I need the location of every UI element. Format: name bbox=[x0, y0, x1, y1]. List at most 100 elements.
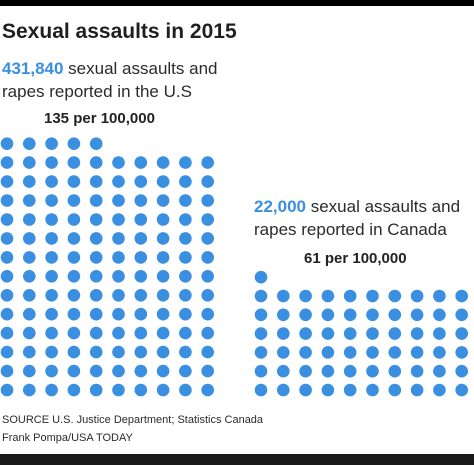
us-dot-58 bbox=[156, 289, 170, 302]
us-dot-13 bbox=[45, 364, 58, 378]
canada-dot-34 bbox=[321, 327, 335, 340]
us-dot-85 bbox=[89, 232, 103, 245]
us-dot-71 bbox=[0, 251, 14, 264]
us-dot-62 bbox=[23, 270, 36, 283]
us-dot-7 bbox=[134, 383, 148, 397]
us-description-line1: sexual assaults and bbox=[63, 59, 218, 78]
us-dot-2 bbox=[23, 383, 36, 397]
us-dot-114 bbox=[67, 175, 81, 188]
us-dot-107 bbox=[134, 194, 148, 207]
us-dot-128 bbox=[156, 156, 170, 169]
us-dot-3 bbox=[45, 383, 58, 397]
us-dot-10 bbox=[201, 383, 214, 397]
canada-dot-4 bbox=[321, 383, 335, 397]
us-dot-12 bbox=[23, 364, 36, 378]
canada-dot-16 bbox=[366, 364, 379, 378]
us-dot-87 bbox=[134, 232, 148, 245]
bottom-bar bbox=[0, 454, 474, 465]
canada-dot-1 bbox=[254, 383, 268, 397]
us-dot-59 bbox=[179, 289, 192, 302]
us-dot-129 bbox=[179, 156, 192, 169]
us-number: 431,840 bbox=[2, 59, 64, 78]
us-dot-55 bbox=[89, 289, 103, 302]
us-dot-94 bbox=[67, 213, 81, 226]
canada-description-line2: rapes reported in Canada bbox=[254, 220, 447, 239]
us-dot-105 bbox=[89, 194, 103, 207]
canada-dot-44 bbox=[321, 308, 335, 322]
us-dot-96 bbox=[112, 213, 125, 226]
us-dot-120 bbox=[201, 175, 214, 188]
us-dot-82 bbox=[23, 232, 36, 245]
canada-dot-59 bbox=[433, 289, 446, 303]
us-dot-112 bbox=[23, 175, 36, 188]
canada-dot-36 bbox=[366, 327, 379, 340]
us-dot-66 bbox=[112, 270, 125, 283]
us-dot-90 bbox=[201, 232, 214, 245]
canada-dot-27 bbox=[388, 346, 402, 359]
us-dot-113 bbox=[45, 175, 58, 188]
us-dot-73 bbox=[45, 251, 58, 264]
us-dot-20 bbox=[201, 364, 214, 378]
canada-dot-51 bbox=[254, 289, 268, 303]
us-dot-57 bbox=[134, 289, 148, 302]
us-dot-95 bbox=[89, 213, 103, 226]
us-dot-19 bbox=[179, 364, 192, 378]
us-dot-39 bbox=[179, 326, 192, 340]
us-dot-21 bbox=[0, 345, 14, 359]
canada-dot-7 bbox=[388, 383, 402, 397]
canada-dot-58 bbox=[410, 289, 424, 303]
us-description-line2: rapes reported in the U.S bbox=[2, 82, 192, 101]
us-dot-84 bbox=[67, 232, 81, 245]
canada-dot-26 bbox=[366, 346, 379, 359]
us-dot-29 bbox=[179, 345, 192, 359]
canada-dot-39 bbox=[433, 327, 446, 340]
us-dot-31 bbox=[0, 326, 14, 340]
us-dot-93 bbox=[45, 213, 58, 226]
canada-dot-3 bbox=[299, 383, 312, 397]
canada-dot-48 bbox=[410, 308, 424, 322]
us-dot-22 bbox=[23, 345, 36, 359]
us-dot-35 bbox=[89, 326, 103, 340]
us-dot-132 bbox=[23, 137, 36, 150]
canada-rate-label: 61 per 100,000 bbox=[304, 250, 407, 267]
canada-dot-60 bbox=[455, 289, 469, 303]
us-dot-group bbox=[0, 137, 214, 397]
us-dot-45 bbox=[89, 307, 103, 321]
us-dot-54 bbox=[67, 289, 81, 302]
us-dot-46 bbox=[112, 307, 125, 321]
us-dot-135 bbox=[89, 137, 103, 150]
canada-number: 22,000 bbox=[254, 197, 306, 216]
us-dot-108 bbox=[156, 194, 170, 207]
us-dot-78 bbox=[156, 251, 170, 264]
us-dot-60 bbox=[201, 289, 214, 302]
canada-dot-49 bbox=[433, 308, 446, 322]
canada-dot-11 bbox=[254, 364, 268, 378]
us-dot-127 bbox=[134, 156, 148, 169]
canada-dot-38 bbox=[410, 327, 424, 340]
canada-dot-57 bbox=[388, 289, 402, 303]
us-dot-131 bbox=[0, 137, 14, 150]
us-dot-115 bbox=[89, 175, 103, 188]
us-dot-126 bbox=[112, 156, 125, 169]
us-dot-89 bbox=[179, 232, 192, 245]
canada-dot-41 bbox=[254, 308, 268, 322]
us-dot-32 bbox=[23, 326, 36, 340]
canada-dot-33 bbox=[299, 327, 312, 340]
us-dot-11 bbox=[0, 364, 14, 378]
us-dot-79 bbox=[179, 251, 192, 264]
us-dot-101 bbox=[0, 194, 14, 207]
canada-dot-61 bbox=[254, 270, 268, 284]
us-dot-61 bbox=[0, 270, 14, 283]
us-dot-100 bbox=[201, 213, 214, 226]
us-dot-56 bbox=[112, 289, 125, 302]
us-dot-49 bbox=[179, 307, 192, 321]
us-dot-70 bbox=[201, 270, 214, 283]
us-dot-88 bbox=[156, 232, 170, 245]
canada-dot-12 bbox=[277, 364, 290, 378]
us-dot-86 bbox=[112, 232, 125, 245]
us-dot-133 bbox=[45, 137, 58, 150]
us-dot-123 bbox=[45, 156, 58, 169]
us-dot-50 bbox=[201, 307, 214, 321]
us-dot-6 bbox=[112, 383, 125, 397]
us-dot-33 bbox=[45, 326, 58, 340]
